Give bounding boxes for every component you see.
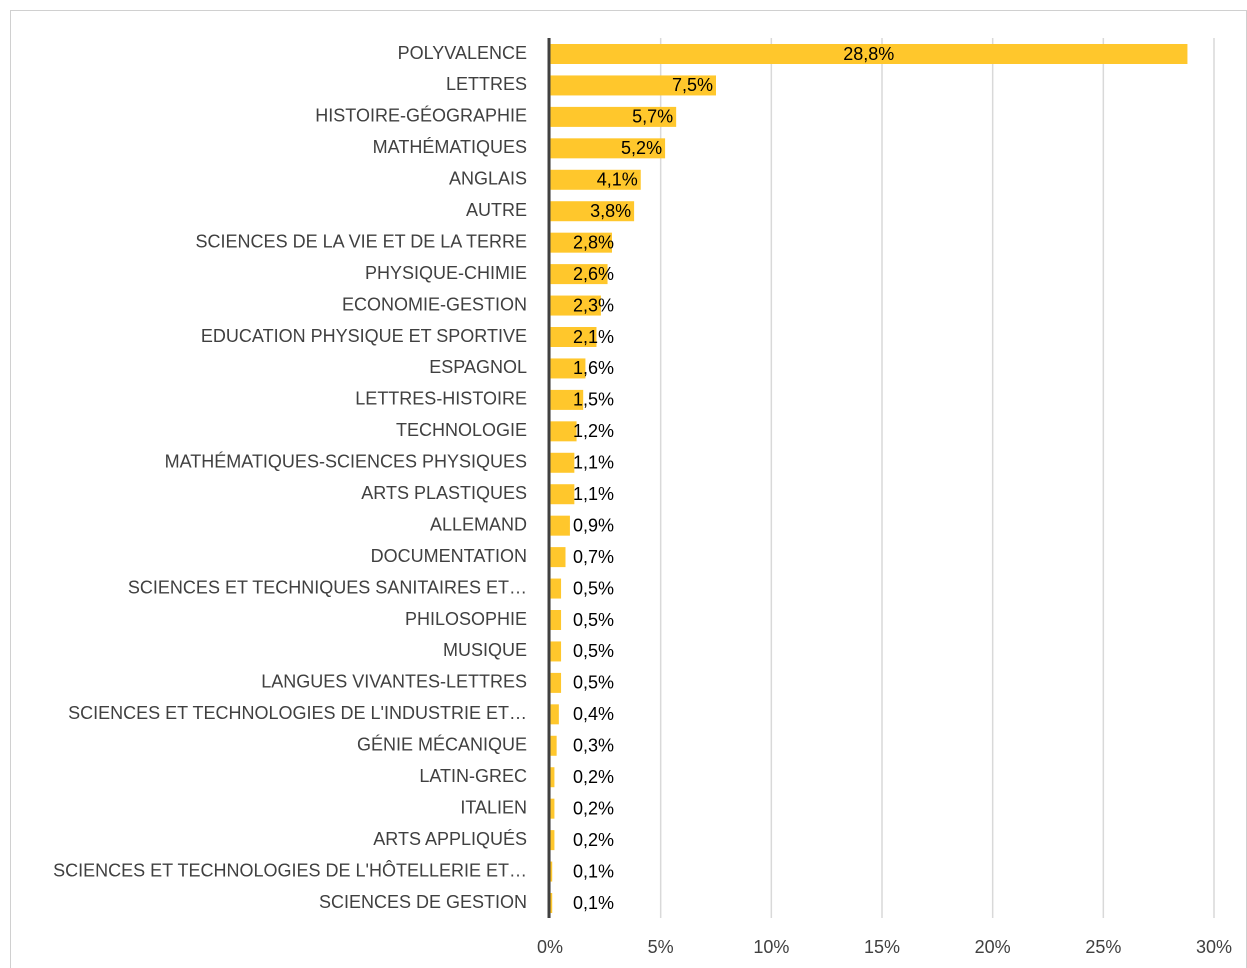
value-label: 0,5% [573,641,614,661]
y-tick-label: ECONOMIE-GESTION [342,294,527,314]
y-tick-label: ESPAGNOL [429,357,527,377]
value-label: 1,1% [573,484,614,504]
bar [550,735,557,756]
y-tick-label: ARTS PLASTIQUES [361,483,527,503]
y-tick-label: PHILOSOPHIE [405,609,527,629]
y-tick-label: ARTS APPLIQUÉS [373,829,527,849]
value-label: 2,1% [573,327,614,347]
value-label: 0,4% [573,704,614,724]
value-label: 2,3% [573,295,614,315]
y-tick-label: DOCUMENTATION [371,546,527,566]
y-tick-label: PHYSIQUE-CHIMIE [365,263,527,283]
bar [550,767,555,788]
value-label: 1,1% [573,453,614,473]
y-tick-label: MATHÉMATIQUES [373,137,527,157]
y-tick-label: AUTRE [466,200,527,220]
x-tick-label: 0% [537,937,563,957]
x-tick-label: 15% [864,937,900,957]
value-label: 1,5% [573,390,614,410]
y-tick-label: HISTOIRE-GÉOGRAPHIE [315,106,527,126]
value-label: 7,5% [672,75,713,95]
bar [550,295,601,316]
value-label: 3,8% [590,201,631,221]
bar [550,672,562,693]
bar [550,861,553,882]
y-tick-label: GÉNIE MÉCANIQUE [357,735,527,755]
y-tick-label: SCIENCES ET TECHNOLOGIES DE L'INDUSTRIE … [68,703,527,723]
bar [550,138,666,159]
y-tick-label: EDUCATION PHYSIQUE ET SPORTIVE [201,326,527,346]
value-label: 0,3% [573,736,614,756]
y-tick-label: TECHNOLOGIE [396,420,527,440]
value-label: 0,5% [573,578,614,598]
value-label: 2,6% [573,264,614,284]
bar [550,704,559,725]
y-tick-label: MATHÉMATIQUES-SCIENCES PHYSIQUES [165,452,527,472]
value-label: 4,1% [597,170,638,190]
bar [550,389,584,410]
y-tick-label: LETTRES-HISTOIRE [355,389,527,409]
value-label: 1,2% [573,421,614,441]
bar [550,578,562,599]
bar [550,610,562,630]
value-label: 2,8% [573,232,614,252]
x-tick-label: 30% [1196,937,1232,957]
bar [550,421,577,442]
y-tick-label: ALLEMAND [430,514,527,534]
x-tick-label: 20% [975,937,1011,957]
value-label: 0,9% [573,515,614,535]
value-label: 28,8% [843,44,894,64]
y-tick-label: LATIN-GREC [419,766,527,786]
y-tick-label: POLYVALENCE [398,43,527,63]
y-tick-label: MUSIQUE [443,640,527,660]
y-tick-label: ITALIEN [460,797,527,817]
y-tick-label: SCIENCES ET TECHNIQUES SANITAIRES ET… [128,577,527,597]
value-label: 0,7% [573,547,614,567]
x-tick-label: 5% [648,937,674,957]
bar [550,798,555,819]
bar [550,201,635,222]
y-tick-label: SCIENCES DE LA VIE ET DE LA TERRE [196,231,527,251]
bar [550,641,562,662]
y-tick-label: ANGLAIS [449,169,527,189]
value-label: 5,2% [621,138,662,158]
value-label: 0,5% [573,673,614,693]
bar [550,327,597,347]
value-label: 0,5% [573,610,614,630]
bar [550,232,612,253]
bar [550,264,608,285]
value-label: 5,7% [632,107,673,127]
value-label: 0,1% [573,861,614,881]
bar [550,75,716,96]
x-tick-label: 10% [753,937,789,957]
y-tick-label: SCIENCES ET TECHNOLOGIES DE L'HÔTELLERIE… [53,859,527,880]
x-tick-label: 25% [1085,937,1121,957]
bar [550,44,1188,64]
bar [550,106,677,127]
bar [550,358,586,379]
value-label: 0,1% [573,893,614,913]
value-label: 0,2% [573,830,614,850]
bar [550,830,555,851]
bar [550,547,566,568]
y-tick-label: LANGUES VIVANTES-LETTRES [261,672,527,692]
bar [550,484,575,505]
value-label: 0,2% [573,767,614,787]
bar [550,169,641,190]
y-tick-label: LETTRES [446,74,527,94]
value-label: 1,6% [573,358,614,378]
bar [550,515,570,536]
y-tick-label: SCIENCES DE GESTION [319,892,527,912]
value-label: 0,2% [573,798,614,818]
bar [550,893,553,913]
bar [550,452,575,473]
